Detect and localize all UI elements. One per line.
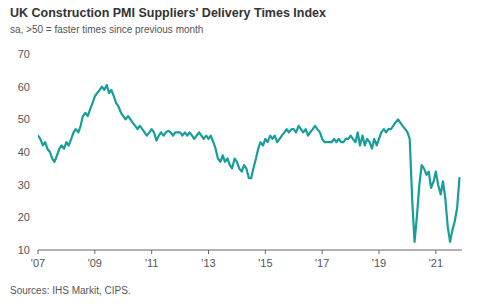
x-tick-label: '15 xyxy=(258,257,272,269)
x-tick-label: '19 xyxy=(372,257,386,269)
y-tick-label: 40 xyxy=(18,146,30,158)
source: Sources: IHS Markit, CIPS. xyxy=(10,285,131,296)
x-tick xyxy=(94,250,95,254)
x-tick-label: '09 xyxy=(88,257,102,269)
x-tick xyxy=(208,250,209,254)
y-tick xyxy=(35,86,38,87)
y-tick xyxy=(35,184,38,185)
chart: UK Construction PMI Suppliers' Delivery … xyxy=(0,0,480,304)
x-tick-label: '11 xyxy=(145,257,159,269)
x-axis xyxy=(38,250,462,251)
x-tick xyxy=(379,250,380,254)
x-tick xyxy=(322,250,323,254)
y-tick xyxy=(35,54,38,55)
plot-area xyxy=(38,85,459,242)
y-tick-label: 60 xyxy=(18,81,30,93)
x-tick-label: '17 xyxy=(315,257,329,269)
subtitle: sa, >50 = faster times since previous mo… xyxy=(10,24,203,35)
x-tick xyxy=(435,250,436,254)
x-tick xyxy=(151,250,152,254)
x-tick xyxy=(38,250,39,254)
title: UK Construction PMI Suppliers' Delivery … xyxy=(10,6,326,20)
y-tick-label: 50 xyxy=(18,113,30,125)
x-tick-label: '07 xyxy=(31,257,45,269)
y-tick xyxy=(35,119,38,120)
y-tick-label: 20 xyxy=(18,211,30,223)
data-line xyxy=(38,85,459,242)
y-tick-label: 10 xyxy=(18,244,30,256)
x-tick-label: '13 xyxy=(201,257,215,269)
y-tick-label: 70 xyxy=(18,48,30,60)
y-tick xyxy=(35,217,38,218)
y-tick xyxy=(35,152,38,153)
y-tick-label: 30 xyxy=(18,179,30,191)
x-tick-label: '21 xyxy=(429,257,443,269)
x-tick xyxy=(265,250,266,254)
